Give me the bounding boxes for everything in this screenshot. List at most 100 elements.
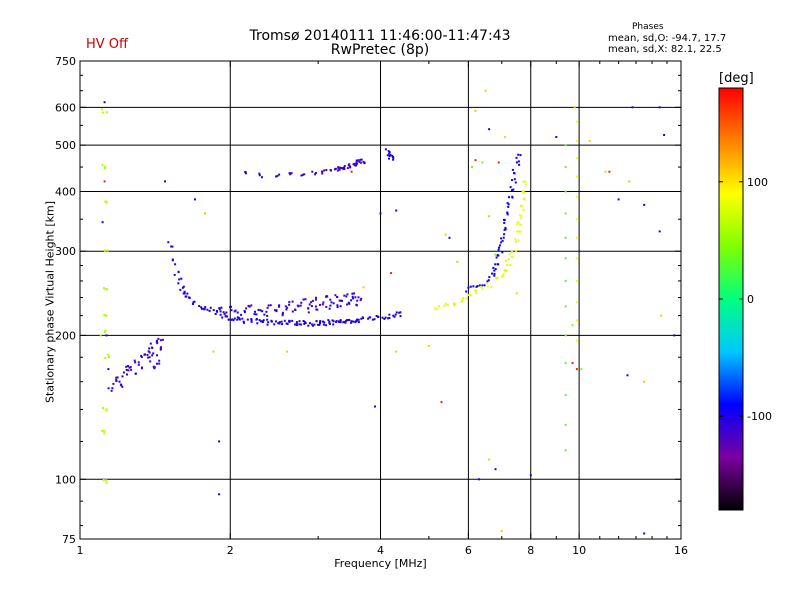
data-point: [209, 306, 212, 309]
data-point: [443, 304, 446, 307]
data-point: [212, 350, 215, 353]
data-point: [353, 162, 356, 165]
data-point: [334, 168, 336, 171]
data-point: [479, 285, 482, 288]
data-point: [311, 299, 314, 302]
data-point: [564, 236, 567, 239]
data-point: [310, 301, 313, 304]
data-point: [511, 256, 513, 258]
data-point: [673, 334, 676, 337]
data-point: [130, 368, 133, 371]
data-point: [102, 111, 105, 114]
data-point: [319, 322, 321, 325]
data-point: [158, 359, 161, 362]
data-point: [353, 292, 356, 295]
data-point: [471, 166, 473, 168]
data-point: [315, 296, 317, 299]
data-point: [513, 172, 516, 175]
data-point: [359, 161, 362, 164]
data-point: [105, 314, 108, 317]
data-point: [502, 273, 505, 276]
data-point: [159, 346, 162, 349]
data-point: [323, 169, 326, 172]
data-point: [321, 303, 324, 306]
data-point: [521, 190, 524, 193]
y-tick-label: 750: [55, 55, 76, 68]
data-point: [303, 321, 306, 323]
data-point: [483, 284, 486, 287]
data-point: [452, 302, 455, 305]
data-point: [245, 172, 247, 175]
x-tick-label: 1: [77, 544, 84, 557]
data-point: [291, 300, 294, 303]
data-point: [515, 249, 517, 252]
data-point: [348, 319, 351, 321]
data-point: [300, 323, 303, 326]
data-point: [454, 303, 457, 306]
data-point: [121, 385, 124, 388]
data-point: [519, 214, 522, 217]
data-point: [356, 162, 358, 165]
data-point: [291, 319, 294, 322]
data-point: [391, 154, 394, 157]
data-point: [218, 493, 221, 496]
data-point: [104, 329, 107, 332]
data-point: [103, 429, 106, 432]
data-point: [497, 161, 500, 164]
data-point: [555, 136, 558, 138]
data-point: [218, 307, 221, 310]
data-point: [355, 164, 357, 167]
data-point: [328, 320, 331, 323]
data-point: [302, 298, 305, 301]
data-point: [325, 324, 328, 327]
data-point: [507, 258, 510, 261]
data-point: [278, 304, 281, 307]
data-point: [238, 318, 241, 321]
data-point: [110, 389, 113, 392]
data-point: [388, 317, 391, 319]
data-point: [185, 295, 188, 298]
data-point: [307, 324, 310, 327]
x-tick-label: 10: [572, 544, 586, 557]
data-point: [328, 321, 331, 324]
data-point: [105, 409, 108, 412]
data-point: [178, 278, 181, 281]
colorbar-unit-label: [deg]: [719, 71, 754, 86]
data-point: [628, 180, 631, 183]
data-point: [496, 263, 499, 266]
data-point: [262, 320, 264, 323]
data-point: [192, 301, 195, 304]
data-point: [658, 106, 661, 109]
data-point: [193, 300, 196, 303]
data-point: [140, 356, 143, 358]
data-point: [356, 318, 358, 321]
data-point: [221, 316, 224, 319]
data-point: [580, 368, 583, 371]
data-point: [204, 212, 206, 215]
data-point: [140, 354, 143, 357]
data-point: [298, 323, 301, 326]
data-point: [275, 175, 278, 178]
data-point: [575, 175, 578, 178]
data-point: [355, 161, 358, 164]
data-point: [158, 362, 161, 365]
data-point: [631, 106, 634, 109]
data-point: [506, 202, 509, 205]
data-point: [525, 184, 528, 187]
data-point: [478, 284, 481, 287]
data-point: [367, 317, 370, 320]
data-point: [243, 311, 246, 314]
data-point: [278, 321, 281, 324]
data-point: [355, 303, 358, 306]
data-point: [347, 301, 350, 304]
data-point: [321, 170, 323, 173]
data-point: [395, 209, 398, 212]
data-point: [488, 276, 491, 279]
data-point: [518, 230, 521, 233]
x-tick-label: 8: [527, 544, 534, 557]
data-point: [107, 368, 110, 371]
data-point: [325, 305, 328, 308]
data-point: [495, 277, 498, 280]
data-point: [101, 429, 104, 432]
data-point: [127, 369, 130, 372]
